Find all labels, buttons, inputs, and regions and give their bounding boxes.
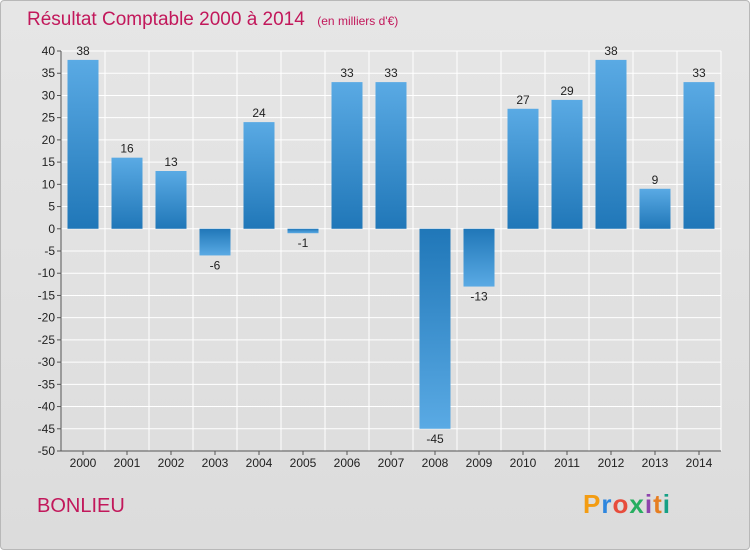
x-tick-label: 2013 (642, 456, 669, 470)
y-tick-label: 30 (42, 88, 56, 102)
logo-letter: t (653, 489, 663, 519)
y-tick-label: 25 (42, 111, 56, 125)
data-label: 38 (76, 44, 90, 58)
data-label: 13 (164, 155, 178, 169)
bar-2010 (507, 108, 539, 229)
logo-letter: i (662, 489, 671, 519)
bar-2009 (463, 228, 495, 287)
data-label: -6 (210, 258, 221, 272)
logo-letter: r (601, 489, 613, 519)
bar-2013 (639, 188, 671, 229)
bar-2014 (683, 82, 715, 229)
bar-2012 (595, 59, 627, 229)
y-tick-label: 40 (42, 44, 56, 58)
data-label: 9 (652, 173, 659, 187)
y-tick-label: 15 (42, 155, 56, 169)
x-tick-label: 2000 (70, 456, 97, 470)
data-label: 24 (252, 106, 266, 120)
x-tick-label: 2012 (598, 456, 625, 470)
bar-2004 (243, 122, 275, 229)
y-tick-label: 10 (42, 177, 56, 191)
y-tick-label: -50 (38, 444, 56, 458)
chart-subtitle: (en milliers d'€) (317, 14, 399, 28)
bar-2003 (199, 228, 231, 256)
logo-letter: i (644, 489, 654, 519)
x-tick-label: 2001 (114, 456, 141, 470)
axes: 40 35 30 25 20 15 10 5 0 -5 -10 -15 -20 -25 -30 -35 -40 -… (38, 44, 721, 470)
x-tick-label: 2007 (378, 456, 405, 470)
data-label: 16 (120, 142, 134, 156)
bar-2007 (375, 82, 407, 229)
y-tick-label: -5 (44, 244, 55, 258)
y-tick-label: 5 (48, 200, 55, 214)
bar-2008 (419, 228, 451, 429)
bar-2005 (287, 228, 319, 234)
x-tick-label: 2008 (422, 456, 449, 470)
data-labels: 38 16 13 -6 24 -1 33 33 -45 -13 27 29 38 9 33 (76, 44, 706, 446)
bar-2000 (67, 59, 99, 229)
logo-letter: P (583, 489, 602, 519)
y-tick-label: -15 (38, 288, 56, 302)
y-tick-label: 20 (42, 133, 56, 147)
y-tick-label: -20 (38, 311, 56, 325)
x-tick-label: 2003 (202, 456, 229, 470)
x-tick-label: 2006 (334, 456, 361, 470)
bar-2001 (111, 157, 143, 229)
chart-title-block: Résultat Comptable 2000 à 2014 (en milli… (27, 9, 398, 31)
data-label: 33 (384, 66, 398, 80)
y-tick-label: -30 (38, 355, 56, 369)
x-tick-label: 2009 (466, 456, 493, 470)
y-tick-label: -10 (38, 266, 56, 280)
data-label: 29 (560, 84, 574, 98)
logo-letter: x (629, 489, 645, 519)
proxiti-logo[interactable]: Proxiti (583, 489, 671, 520)
y-tick-label: 35 (42, 66, 56, 80)
y-tick-label: 0 (48, 222, 55, 236)
logo-letter: o (612, 489, 630, 519)
x-tick-label: 2010 (510, 456, 537, 470)
y-tick-label: -40 (38, 400, 56, 414)
data-label: 33 (692, 66, 706, 80)
data-label: -45 (426, 432, 444, 446)
y-tick-label: -25 (38, 333, 56, 347)
bar-2006 (331, 82, 363, 229)
data-label: 27 (516, 93, 530, 107)
data-label: -1 (298, 236, 309, 250)
x-tick-label: 2014 (686, 456, 713, 470)
x-tick-label: 2002 (158, 456, 185, 470)
x-tick-label: 2004 (246, 456, 273, 470)
x-tick-label: 2011 (554, 456, 580, 470)
bars (67, 59, 715, 429)
x-tick-label: 2005 (290, 456, 317, 470)
data-label: 33 (340, 66, 354, 80)
data-label: -13 (470, 290, 488, 304)
y-tick-label: -45 (38, 422, 56, 436)
chart-title: Résultat Comptable 2000 à 2014 (27, 9, 305, 30)
bar-2002 (155, 171, 187, 229)
data-label: 38 (604, 44, 618, 58)
place-name: BONLIEU (37, 495, 125, 517)
bar-2011 (551, 99, 583, 229)
y-tick-label: -35 (38, 377, 56, 391)
